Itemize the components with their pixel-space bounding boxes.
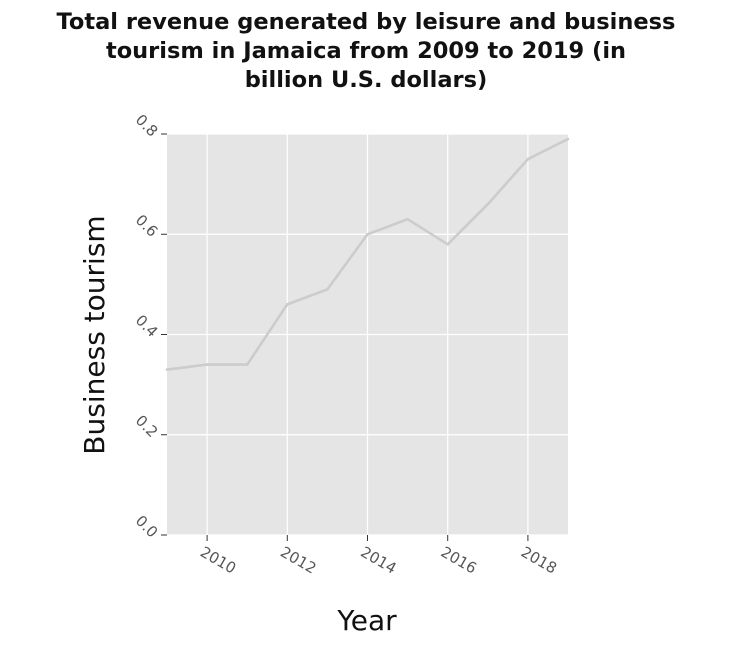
data-point	[366, 232, 369, 236]
data-point	[326, 288, 329, 291]
data-point	[566, 137, 570, 141]
data-point	[205, 363, 209, 366]
data-point	[526, 157, 530, 161]
y-tick-label: 0.0	[132, 512, 162, 542]
data-point	[406, 217, 409, 221]
data-point	[446, 242, 450, 246]
x-tick-label: 2010	[197, 543, 239, 578]
x-axis-title: Year	[336, 604, 397, 637]
y-tick-label: 0.4	[132, 311, 162, 341]
data-point	[486, 202, 490, 206]
data-point	[286, 303, 289, 306]
chart-title: Total revenue generated by leisure and b…	[56, 9, 676, 93]
x-tick-label: 2012	[277, 543, 319, 578]
x-tick-label: 2016	[438, 543, 480, 578]
x-tick-label: 2018	[518, 543, 560, 578]
x-tick-label: 2014	[358, 543, 400, 578]
y-axis-title: Business tourism	[78, 215, 111, 454]
y-tick-label: 0.6	[132, 211, 162, 241]
y-tick-label: 0.8	[132, 111, 162, 141]
plot-area	[165, 133, 570, 536]
y-tick-label: 0.2	[132, 412, 162, 442]
data-point	[165, 368, 169, 371]
data-point	[245, 363, 249, 366]
